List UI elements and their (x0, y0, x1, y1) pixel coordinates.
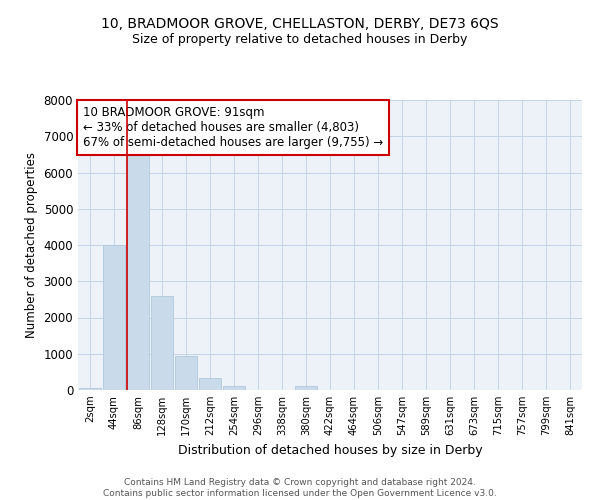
Bar (199, 378, 221, 390)
Bar (175, 356, 197, 390)
Text: 10 BRADMOOR GROVE: 91sqm
← 33% of detached houses are smaller (4,803)
67% of sem: 10 BRADMOOR GROVE: 91sqm ← 33% of detach… (83, 106, 383, 149)
Bar (127, 151, 149, 390)
Y-axis label: Number of detached properties: Number of detached properties (25, 152, 38, 338)
Bar (151, 296, 173, 390)
Bar (79, 388, 101, 390)
Text: Contains HM Land Registry data © Crown copyright and database right 2024.
Contai: Contains HM Land Registry data © Crown c… (103, 478, 497, 498)
X-axis label: Distribution of detached houses by size in Derby: Distribution of detached houses by size … (178, 444, 482, 456)
Bar (103, 245, 125, 390)
Bar (295, 386, 317, 390)
Text: 10, BRADMOOR GROVE, CHELLASTON, DERBY, DE73 6QS: 10, BRADMOOR GROVE, CHELLASTON, DERBY, D… (101, 18, 499, 32)
Text: Size of property relative to detached houses in Derby: Size of property relative to detached ho… (133, 32, 467, 46)
Bar (223, 386, 245, 390)
